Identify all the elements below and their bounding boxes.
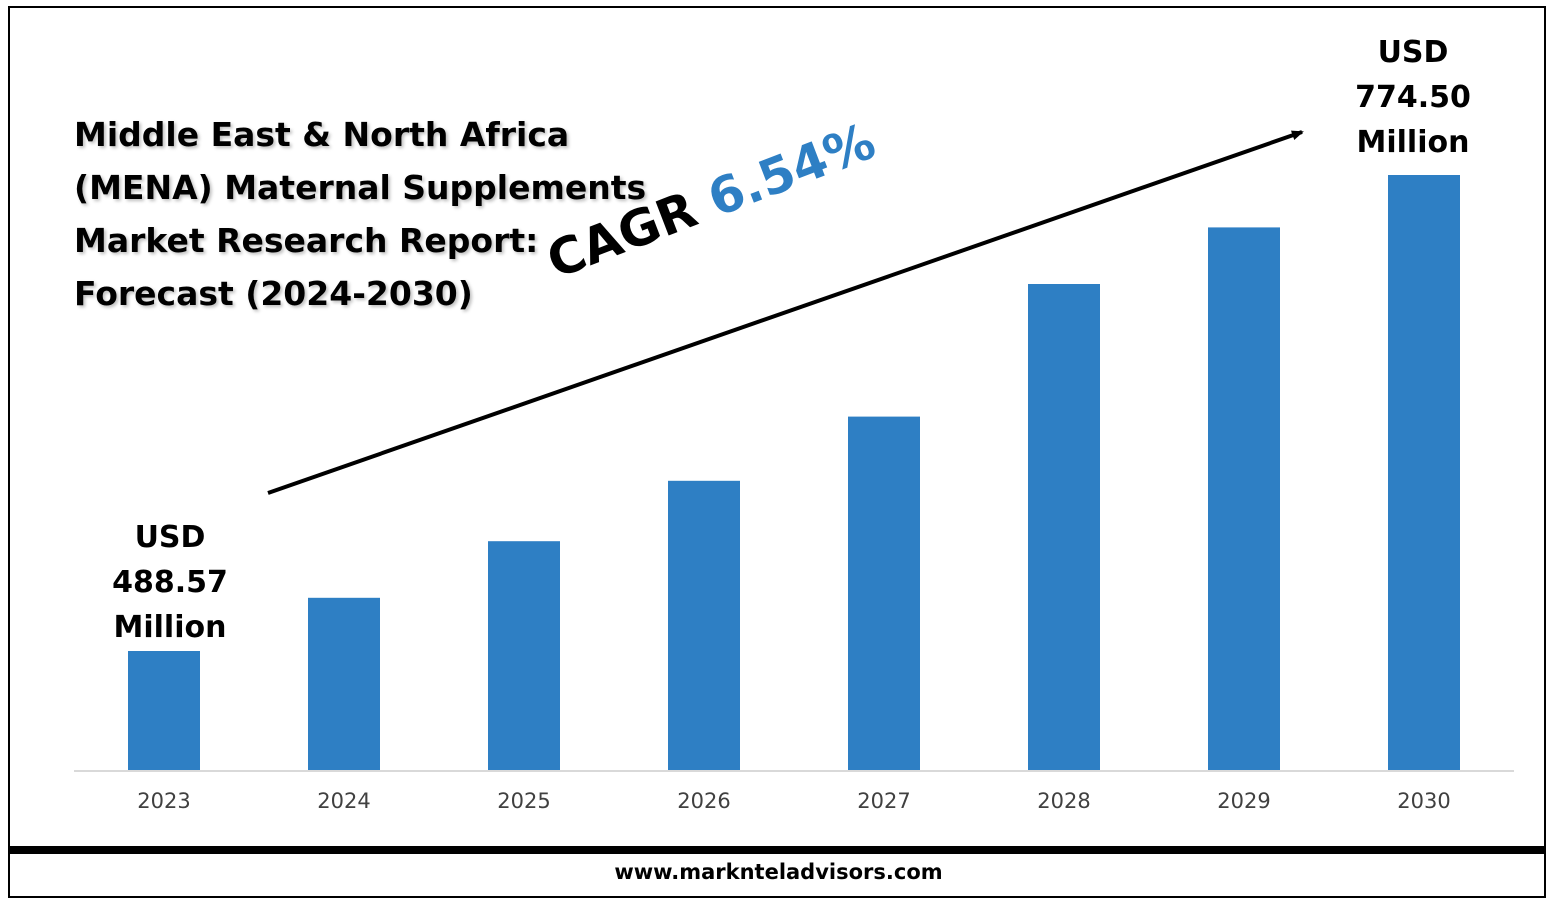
chart-frame — [8, 6, 1546, 898]
x-tick-2030: 2030 — [1397, 789, 1450, 813]
start-value-number: 488.57 — [112, 565, 228, 600]
footer-url: www.marknteladvisors.com — [614, 860, 943, 884]
bar-2027 — [848, 416, 920, 770]
bar-2029 — [1208, 227, 1280, 770]
x-tick-2025: 2025 — [497, 789, 550, 813]
x-tick-2024: 2024 — [317, 789, 370, 813]
footer-divider — [10, 846, 1544, 854]
bars-group — [128, 175, 1460, 770]
x-tick-2029: 2029 — [1217, 789, 1270, 813]
x-tick-2028: 2028 — [1037, 789, 1090, 813]
bar-2028 — [1028, 284, 1100, 770]
title-line-2: (MENA) Maternal Supplements — [74, 168, 647, 207]
end-value-currency: USD — [1377, 35, 1449, 70]
title-line-3: Market Research Report: — [74, 221, 539, 260]
bar-2024 — [308, 597, 380, 770]
end-value-unit: Million — [1356, 125, 1470, 160]
x-tick-2027: 2027 — [857, 789, 910, 813]
growth-arrow — [267, 130, 1304, 495]
x-ticks-group: 2023 2024 2025 2026 2027 2028 2029 2030 — [137, 789, 1450, 813]
title-line-1: Middle East & North Africa — [74, 115, 570, 154]
start-value-currency: USD — [134, 520, 206, 555]
end-value-label: USD 774.50 Million — [1338, 30, 1488, 165]
end-value-number: 774.50 — [1355, 80, 1471, 115]
start-value-label: USD 488.57 Million — [95, 515, 245, 650]
bar-2030 — [1388, 175, 1460, 770]
bar-2023 — [128, 651, 200, 770]
title-line-4: Forecast (2024-2030) — [74, 274, 473, 313]
start-value-unit: Million — [113, 610, 227, 645]
chart-title: Middle East & North Africa (MENA) Matern… — [74, 108, 694, 320]
x-tick-2026: 2026 — [677, 789, 730, 813]
bar-2026 — [668, 480, 740, 770]
x-tick-2023: 2023 — [137, 789, 190, 813]
bar-2025 — [488, 541, 560, 770]
